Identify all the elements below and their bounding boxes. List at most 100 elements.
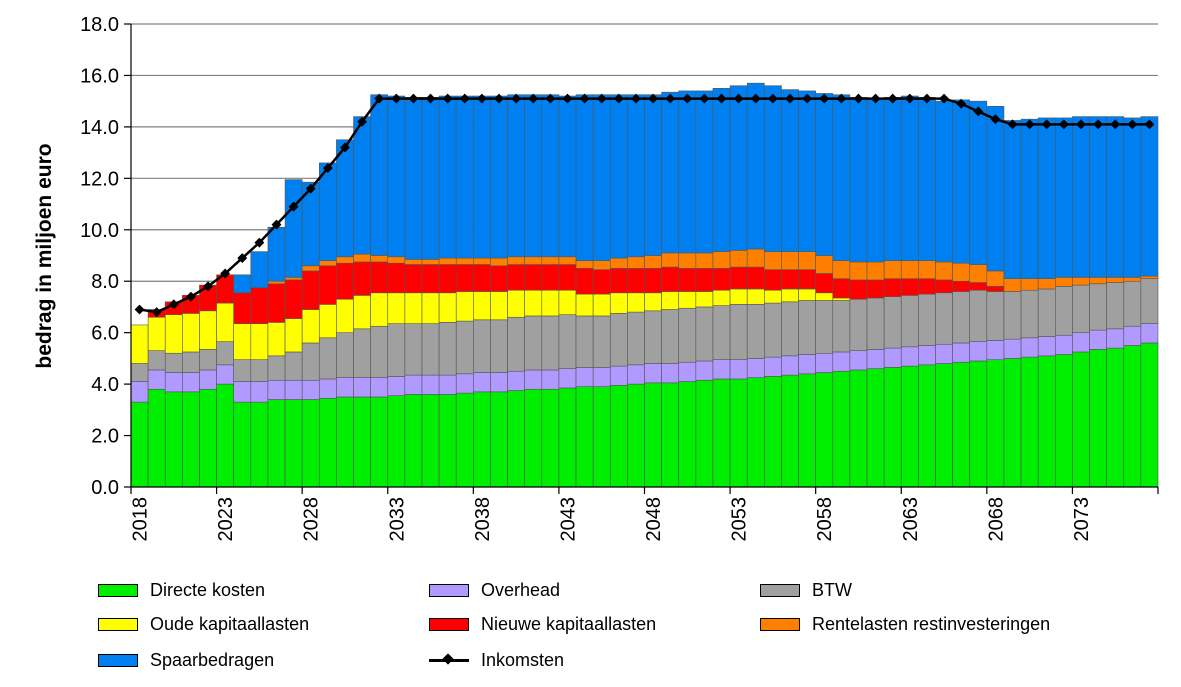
bar-segment	[353, 377, 371, 398]
bar-segment	[644, 310, 662, 364]
bar-segment	[387, 395, 406, 488]
bar-segment	[815, 300, 834, 354]
bar-segment	[866, 297, 885, 350]
bar-segment	[832, 94, 851, 261]
inkomsten-marker	[973, 106, 984, 117]
bar-segment	[832, 297, 851, 301]
bar-segment	[866, 98, 885, 263]
bar-segment	[644, 268, 662, 294]
bar-segment	[541, 315, 560, 371]
bar-segment	[455, 392, 474, 488]
bar-segment	[746, 377, 765, 488]
bar-segment	[746, 358, 765, 378]
bar-segment	[284, 399, 303, 488]
legend-item-nieuwe-kapitaallasten: Nieuwe kapitaallasten	[429, 612, 656, 636]
bar-segment	[404, 394, 423, 488]
x-tick-label: 2028	[301, 497, 323, 542]
bar-segment	[490, 291, 508, 321]
bar-segment	[318, 162, 337, 261]
bar-segment	[1123, 117, 1142, 278]
bar-segment	[336, 256, 354, 264]
bar-segment	[815, 352, 834, 373]
x-tick-label: 2053	[729, 497, 751, 542]
bar-segment	[1020, 278, 1039, 291]
y-tick-label: 4.0	[91, 374, 119, 396]
bar-segment	[935, 279, 953, 294]
bar-segment	[900, 295, 919, 348]
bar-segment	[695, 306, 714, 362]
bar-segment	[336, 262, 354, 300]
bar-segment	[1089, 277, 1107, 285]
x-tick-label: 2023	[215, 497, 237, 542]
bar-segment	[250, 401, 269, 488]
bar-segment	[781, 251, 799, 270]
bar-segment	[267, 355, 286, 381]
bar-segment	[1037, 278, 1056, 290]
x-tick-label: 2033	[386, 497, 408, 542]
bar-segment	[678, 291, 697, 309]
bar-segment	[1140, 278, 1159, 324]
bar-segment	[781, 269, 799, 290]
inkomsten-marker	[151, 307, 162, 318]
bar-segment	[575, 367, 594, 387]
inkomsten-marker	[288, 201, 299, 212]
x-tick-label: 2038	[472, 497, 494, 542]
bar-segment	[609, 94, 628, 259]
bar-segment	[627, 256, 645, 269]
inkomsten-marker	[562, 93, 573, 104]
bar-segment	[558, 256, 577, 265]
legend-swatch	[760, 617, 800, 631]
y-tick-label: 6.0	[91, 323, 119, 345]
bar-segment	[318, 397, 337, 488]
bar-segment	[609, 257, 628, 269]
bar-segment	[147, 350, 166, 371]
bar-segment	[336, 377, 354, 398]
bar-segment	[712, 268, 731, 291]
bar-segment	[781, 89, 799, 252]
bar-segment	[952, 280, 971, 292]
bar-segment	[301, 379, 320, 400]
bar-segment	[1003, 291, 1022, 340]
bar-segment	[370, 255, 389, 263]
bar-segment	[918, 278, 936, 295]
bar-segment	[729, 304, 748, 360]
bar-segment	[1140, 342, 1159, 488]
bar-segment	[712, 289, 731, 306]
bar-segment	[558, 368, 577, 389]
legend-swatch	[98, 583, 138, 597]
bar-segment	[1123, 325, 1142, 346]
bar-segment	[627, 94, 645, 258]
bar-segment	[627, 311, 645, 366]
bar-segment	[1106, 116, 1125, 278]
bar-segment	[524, 369, 543, 390]
bar-segment	[490, 265, 508, 292]
bar-segment	[695, 360, 714, 381]
inkomsten-marker	[630, 93, 641, 104]
bar-segment	[524, 289, 543, 317]
bar-segment	[558, 289, 577, 315]
y-tick-label: 14.0	[80, 117, 119, 139]
bar-segment	[216, 364, 235, 385]
bar-segment	[746, 82, 765, 250]
bar-segment	[729, 250, 748, 268]
bar-segment	[404, 323, 423, 376]
bar-segment	[524, 315, 543, 371]
legend-label: Inkomsten	[481, 649, 565, 670]
bar-segment	[438, 322, 457, 376]
bar-segment	[952, 361, 971, 488]
bar-segment	[678, 381, 697, 488]
bar-segment	[746, 304, 765, 359]
bar-segment	[695, 291, 714, 308]
bar-segment	[661, 266, 680, 292]
bar-segment	[541, 289, 560, 317]
bar-segment	[575, 268, 594, 295]
bar-segment	[832, 300, 851, 353]
inkomsten-line	[134, 93, 1155, 318]
legend-label: Overhead	[481, 579, 561, 600]
inkomsten-marker	[1093, 119, 1104, 130]
bar-segment	[182, 372, 200, 393]
bar-segment	[250, 323, 269, 360]
inkomsten-marker	[956, 98, 967, 109]
bar-segment	[883, 347, 902, 368]
bar-segment	[130, 401, 149, 488]
